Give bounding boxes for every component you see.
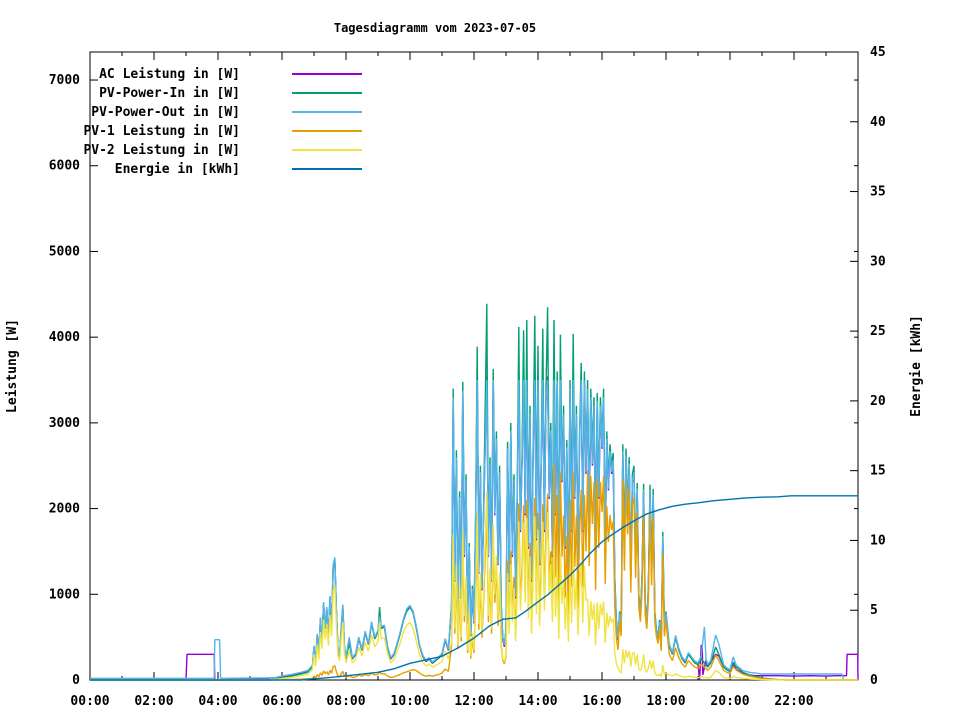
y-left-tick-label: 3000 bbox=[49, 416, 80, 431]
y-left-tick-label: 2000 bbox=[49, 502, 80, 517]
series-line-energie-in-kwh bbox=[90, 495, 858, 681]
y-right-tick-label: 10 bbox=[870, 533, 886, 548]
y-left-tick-label: 7000 bbox=[49, 73, 80, 88]
x-tick-label: 04:00 bbox=[198, 694, 237, 709]
series-line-pv-2-leistung-in-w bbox=[90, 491, 858, 681]
legend-label: PV-1 Leistung in [W] bbox=[83, 124, 240, 139]
plot-area: 00:00 02:00 04:00 06:00 08:00 10:00 12:00 14:00… bbox=[49, 45, 886, 709]
x-tick-label: 20:00 bbox=[710, 694, 749, 709]
x-tick-label: 18:00 bbox=[646, 694, 685, 709]
y-right-tick-label: 45 bbox=[870, 45, 886, 60]
series-line-pv-power-in-in-w bbox=[90, 303, 858, 681]
y-left-tick-label: 0 bbox=[72, 673, 80, 688]
y2-axis-label: Energie [kWh] bbox=[909, 315, 924, 417]
y-right-tick-label: 40 bbox=[870, 115, 886, 130]
y-right-tick-label: 15 bbox=[870, 464, 886, 479]
y-right-tick-label: 5 bbox=[870, 603, 878, 618]
y-left-tick-label: 5000 bbox=[49, 244, 80, 259]
y-right-tick-label: 20 bbox=[870, 394, 886, 409]
x-tick-label: 06:00 bbox=[262, 694, 301, 709]
x-tick-label: 16:00 bbox=[582, 694, 621, 709]
y-right-tick-label: 25 bbox=[870, 324, 886, 339]
x-tick-label: 08:00 bbox=[326, 694, 365, 709]
legend-label: AC Leistung in [W] bbox=[99, 67, 240, 82]
x-tick-label: 22:00 bbox=[774, 694, 813, 709]
legend-label: Energie in [kWh] bbox=[115, 162, 240, 177]
y-left-tick-label: 1000 bbox=[49, 587, 80, 602]
y-left-tick-label: 6000 bbox=[49, 159, 80, 174]
y-right-tick-label: 35 bbox=[870, 185, 886, 200]
x-tick-label: 10:00 bbox=[390, 694, 429, 709]
x-tick-label: 00:00 bbox=[70, 694, 109, 709]
legend-label: PV-Power-In in [W] bbox=[99, 86, 240, 101]
y-left-tick-label: 4000 bbox=[49, 330, 80, 345]
y-right-tick-label: 30 bbox=[870, 254, 886, 269]
y-right-tick-label: 0 bbox=[870, 673, 878, 688]
y-axis-label: Leistung [W] bbox=[5, 319, 20, 413]
chart-title: Tagesdiagramm vom 2023-07-05 bbox=[334, 21, 536, 35]
x-tick-label: 14:00 bbox=[518, 694, 557, 709]
legend-label: PV-2 Leistung in [W] bbox=[83, 143, 240, 158]
legend-label: PV-Power-Out in [W] bbox=[91, 105, 240, 120]
x-tick-label: 12:00 bbox=[454, 694, 493, 709]
x-tick-label: 02:00 bbox=[134, 694, 173, 709]
